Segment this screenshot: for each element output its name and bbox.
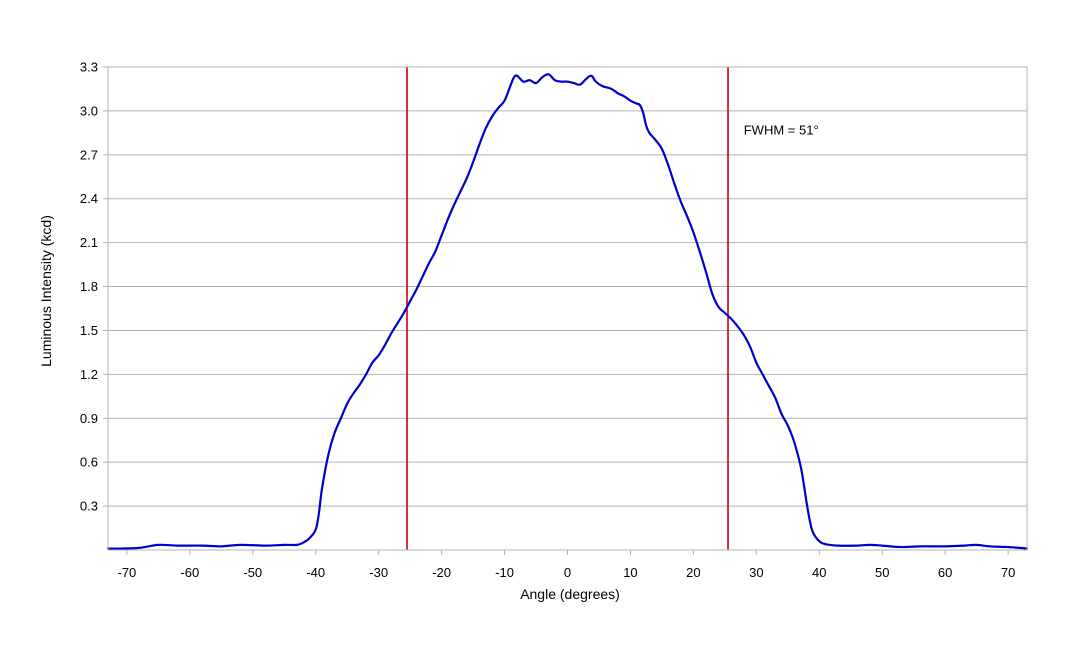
y-tick-label: 3.0 [80,103,98,118]
x-tick-label: -50 [243,565,262,580]
x-tick-label: 10 [623,565,637,580]
fwhm-annotation: FWHM = 51° [744,122,819,137]
y-tick-label: 2.7 [80,147,98,162]
y-tick-label: 1.2 [80,367,98,382]
x-tick-label: 60 [938,565,952,580]
x-tick-label: -20 [432,565,451,580]
x-tick-label: 50 [875,565,889,580]
x-tick-label: 40 [812,565,826,580]
x-tick-label: -60 [180,565,199,580]
y-tick-label: 0.6 [80,455,98,470]
intensity-curve [106,73,1029,550]
y-tick-label: 0.9 [80,411,98,426]
y-tick-label: 3.3 [80,60,98,75]
x-axis-title: Angle (degrees) [520,586,620,602]
x-tick-label: -30 [369,565,388,580]
y-tick-label: 1.5 [80,323,98,338]
x-tick-label: -10 [495,565,514,580]
y-axis-title: Luminous Intensity (kcd) [38,215,54,367]
x-tick-label: 20 [686,565,700,580]
x-tick-label: 0 [564,565,571,580]
x-tick-label: 30 [749,565,763,580]
y-tick-label: 2.1 [80,235,98,250]
y-tick-label: 1.8 [80,279,98,294]
y-tick-label: 0.3 [80,499,98,514]
x-tick-label: 70 [1001,565,1015,580]
x-tick-label: -40 [306,565,325,580]
y-tick-label: 2.4 [80,191,98,206]
plot-frame [107,66,1028,551]
x-tick-label: -70 [117,565,136,580]
